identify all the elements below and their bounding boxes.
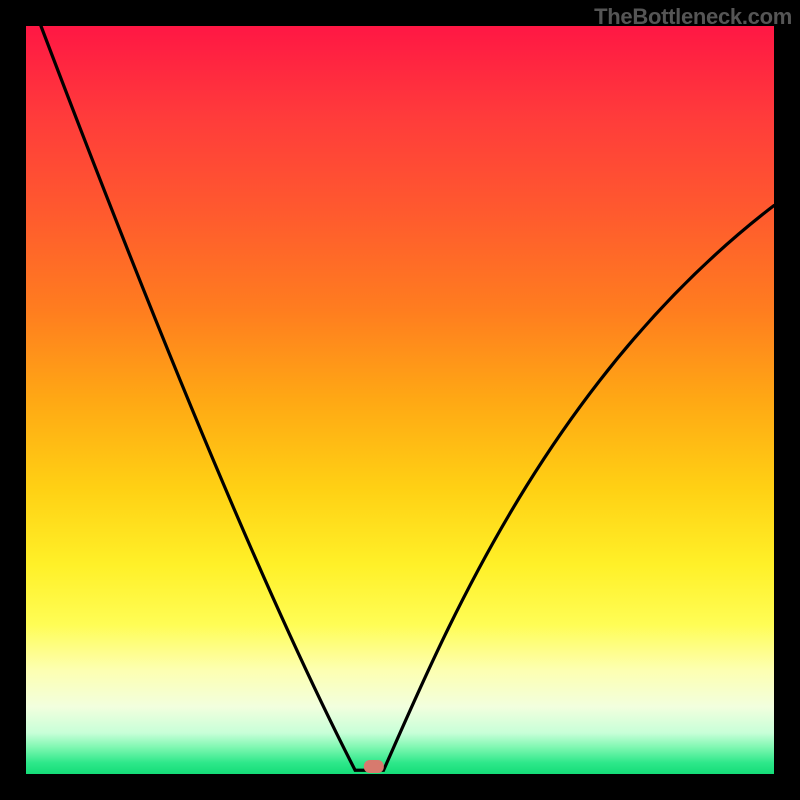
chart-svg <box>0 0 800 800</box>
plot-background <box>26 26 774 774</box>
chart-container: TheBottleneck.com <box>0 0 800 800</box>
optimal-marker <box>364 760 384 773</box>
watermark-text: TheBottleneck.com <box>594 4 792 30</box>
